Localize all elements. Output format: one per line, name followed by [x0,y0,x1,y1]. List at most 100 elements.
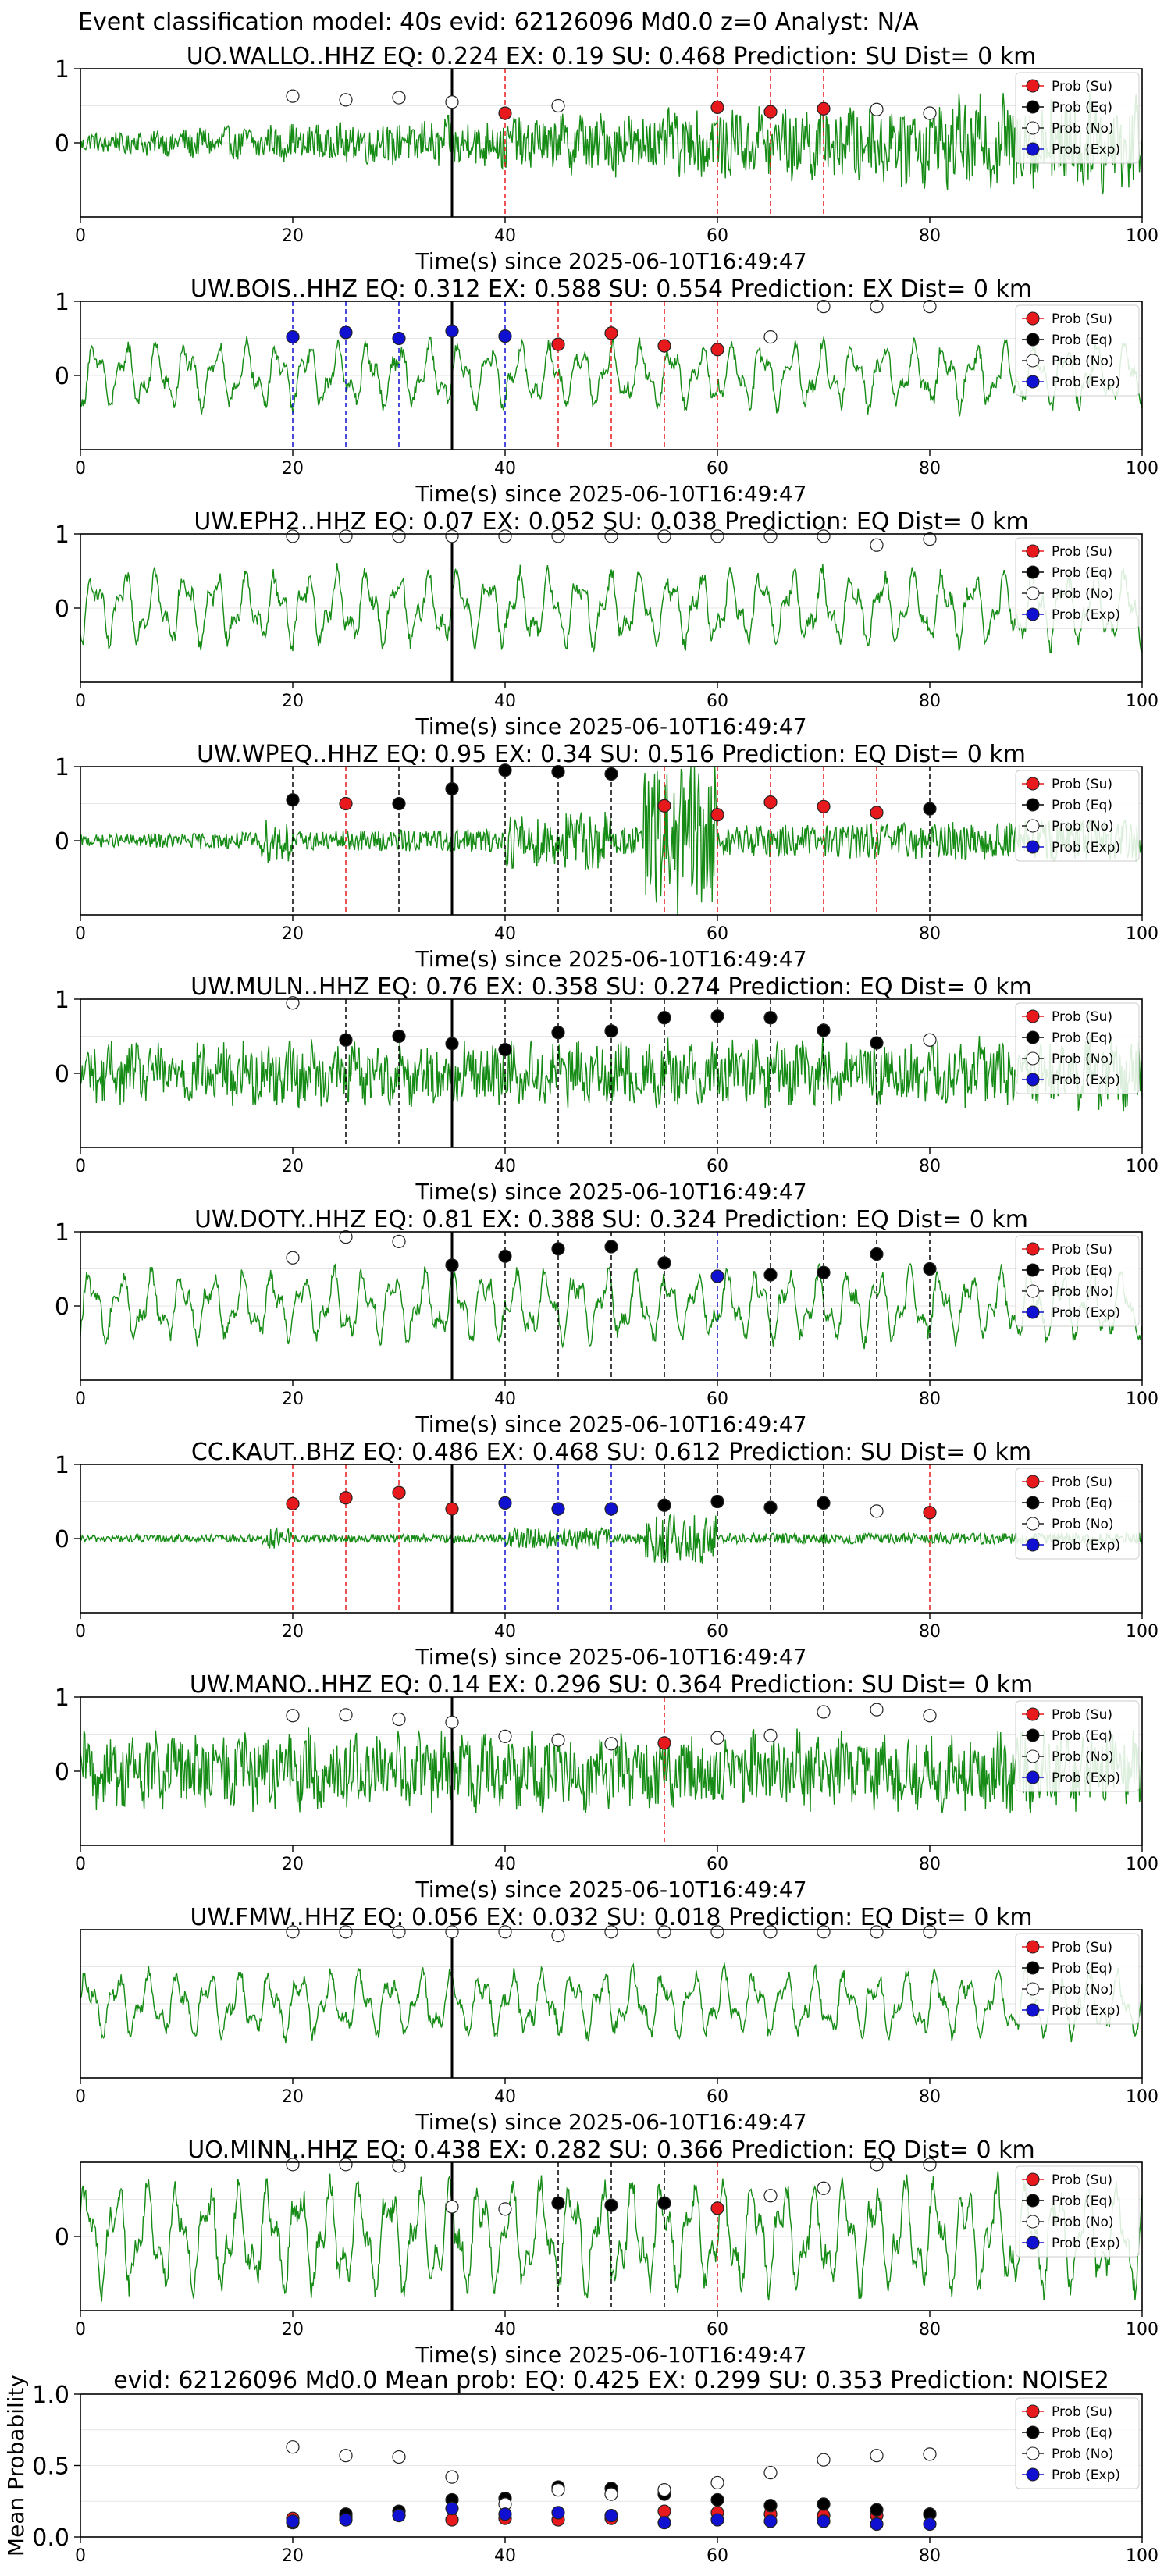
prob-marker [763,1500,778,1514]
mean-prob-marker [286,2514,300,2528]
legend-label: Prob (Eq) [1052,2425,1112,2441]
x-tick-label: 20 [282,2546,304,2566]
x-tick-label: 100 [1126,1389,1159,1409]
mean-prob-marker [657,2504,671,2518]
legend-box [1015,1700,1140,1792]
legend-marker [1026,1073,1040,1087]
legend-marker [1026,100,1040,114]
prob-marker [551,1026,565,1040]
y-axis-label: Mean Probability [3,2375,29,2556]
x-axis-label: Time(s) since 2025-06-10T16:49:47 [415,1179,806,1204]
x-tick-label: 60 [707,924,728,944]
prob-marker [498,329,512,343]
prob-marker [817,101,831,116]
x-tick-label: 40 [494,1389,516,1409]
x-tick-label: 80 [919,1855,941,1874]
mean-prob-marker [817,2453,831,2467]
mean-prob-marker [339,2513,353,2527]
prob-marker [286,996,300,1010]
mean-prob-marker [657,2516,671,2530]
prob-marker [286,330,300,344]
legend-label: Prob (No) [1052,1051,1114,1067]
prob-marker [923,1033,937,1047]
prob-marker [498,1249,512,1263]
prob-marker [339,1491,353,1505]
x-tick-label: 0 [75,1855,86,1874]
prob-marker [923,1506,937,1520]
prob-marker [604,326,618,340]
x-tick-label: 100 [1126,1855,1159,1874]
y-tick-label: 1 [55,56,69,84]
legend-marker [1026,1961,1040,1975]
panel-title: UO.WALLO..HHZ EQ: 0.224 EX: 0.19 SU: 0.4… [187,43,1037,70]
prob-marker [339,93,353,107]
mean-prob-marker [870,2503,884,2517]
legend-label: Prob (Eq) [1052,1263,1112,1279]
y-tick-label: 1 [55,1452,69,1479]
x-tick-label: 20 [282,1389,304,1409]
legend-marker [1026,2446,1040,2460]
legend-box [1015,72,1140,164]
seismogram-trace [80,1962,1142,2044]
x-axis-label: Time(s) since 2025-06-10T16:49:47 [415,1877,806,1902]
legend-box [1015,1933,1140,2025]
legend-label: Prob (Su) [1052,1475,1112,1490]
mean-prob-marker [498,2507,512,2521]
figure-suptitle: Event classification model: 40s evid: 62… [78,9,919,36]
x-tick-label: 40 [494,692,516,711]
seismogram-trace [80,2171,1142,2302]
legend-label: Prob (Exp) [1052,1073,1120,1088]
prob-marker [498,529,512,543]
mean-prob-marker [551,2483,565,2497]
x-tick-label: 80 [919,2320,941,2339]
mean-prob-marker [870,2449,884,2463]
legend-label: Prob (Eq) [1052,798,1112,813]
mean-prob-marker [339,2449,353,2463]
prob-marker [817,300,831,314]
legend-marker [1026,2172,1040,2186]
y-tick-label: 1 [55,754,69,781]
prob-marker [498,1496,512,1510]
mean-prob-marker [763,2499,778,2513]
y-tick-label: 1 [55,1685,69,1712]
prob-marker [339,326,353,340]
prob-marker [604,1925,618,1939]
prob-marker [710,808,724,822]
legend-marker [1026,1009,1040,1023]
station-panel: UW.BOIS..HHZ EQ: 0.312 EX: 0.588 SU: 0.5… [55,276,1159,507]
x-tick-label: 100 [1126,1622,1159,1642]
prob-marker [551,1502,565,1516]
y-tick-label: 1 [55,521,69,549]
x-tick-label: 40 [494,1622,516,1642]
prob-marker [657,1925,671,1939]
y-tick-label: 0 [55,1526,69,1553]
prob-marker [604,529,618,543]
x-axis-label: Time(s) since 2025-06-10T16:49:47 [415,481,806,507]
x-axis-label: Time(s) since 2025-06-10T16:49:47 [415,2109,806,2135]
legend-label: Prob (No) [1052,354,1114,369]
prob-marker [286,793,300,807]
legend-marker [1026,142,1040,156]
legend-marker [1026,1305,1040,1319]
legend-marker [1026,586,1040,600]
x-tick-label: 100 [1126,2320,1159,2339]
axes-frame [80,1929,1143,2079]
legend-label: Prob (Eq) [1052,1496,1112,1511]
prob-marker [763,529,778,543]
legend-box [1015,2397,1140,2489]
x-tick-label: 40 [494,226,516,246]
prob-marker [339,529,353,543]
legend-label: Prob (Su) [1052,2172,1112,2188]
legend-label: Prob (Eq) [1052,2194,1112,2209]
prob-marker [551,1242,565,1256]
prob-marker [763,795,778,809]
legend-marker [1026,798,1040,812]
legend-marker [1026,565,1040,579]
mean-prob-marker [392,2508,406,2523]
mean-prob-marker [763,2514,778,2528]
legend-marker [1026,840,1040,854]
prob-marker [392,529,406,543]
prob-marker [445,324,459,338]
